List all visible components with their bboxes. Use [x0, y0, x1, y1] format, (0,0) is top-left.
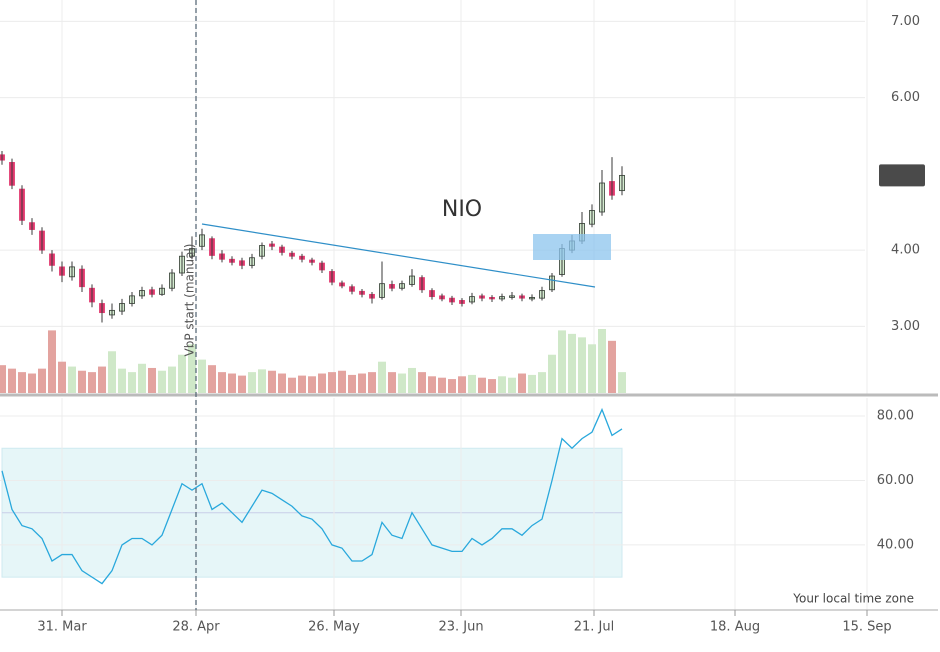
- volume-bar: [338, 370, 346, 393]
- highlight-box: [533, 234, 611, 260]
- y-tick-label: 4.00: [891, 243, 920, 258]
- volume-bar: [98, 366, 106, 393]
- y-tick-label: 7.00: [891, 14, 920, 29]
- x-tick-label: 18. Aug: [710, 620, 760, 635]
- volume-bar: [288, 377, 296, 393]
- x-tick-label: 28. Apr: [172, 620, 220, 635]
- rsi-line: [1, 407, 623, 585]
- volume-bar: [448, 379, 456, 393]
- volume-bar: [608, 340, 616, 393]
- vbp-label: VbP start (manual): [183, 244, 197, 357]
- volume-bar: [358, 373, 366, 393]
- volume-bar: [108, 351, 116, 393]
- volume-bar: [148, 367, 156, 393]
- volume-bar: [318, 373, 326, 393]
- volume-bar: [238, 375, 246, 393]
- volume-bar: [178, 354, 186, 393]
- volume-bar: [18, 372, 26, 393]
- volume-bar: [508, 377, 516, 393]
- volume-bar: [408, 367, 416, 393]
- volume-bar: [88, 372, 96, 393]
- volume-bar: [168, 366, 176, 393]
- volume-bar: [618, 372, 626, 393]
- volume-bar: [418, 372, 426, 393]
- y-tick-label: 3.00: [891, 319, 920, 334]
- volume-bar: [518, 373, 526, 393]
- volume-bar: [528, 374, 536, 393]
- volume-bar: [58, 361, 66, 393]
- volume-bar: [398, 373, 406, 393]
- volume-bar: [488, 379, 496, 393]
- y-tick-label: 80.00: [877, 409, 914, 424]
- volume-bar: [138, 363, 146, 393]
- volume-bar: [458, 376, 466, 393]
- volume-bar: [68, 366, 76, 393]
- volume-bar: [558, 330, 566, 393]
- volume-bar: [48, 330, 56, 393]
- volume-bar: [498, 376, 506, 393]
- volume-bar: [118, 368, 126, 393]
- volume-bar: [438, 377, 446, 393]
- y-tick-label: 6.00: [891, 90, 920, 105]
- volume-bar: [348, 374, 356, 393]
- price-tag: [879, 164, 925, 187]
- volume-bar: [0, 365, 7, 393]
- timezone-note: Your local time zone: [792, 592, 914, 606]
- volume-bar: [598, 329, 606, 393]
- volume-bar: [258, 369, 266, 393]
- background-layer: [0, 0, 868, 610]
- x-tick-label: 21. Jul: [574, 620, 615, 635]
- volume-bar: [478, 377, 486, 393]
- volume-bar: [248, 372, 256, 393]
- volume-bar: [158, 370, 166, 393]
- x-tick-label: 23. Jun: [438, 620, 483, 635]
- volume-bar: [368, 372, 376, 393]
- x-tick-label: 26. May: [308, 620, 360, 635]
- volume-bar: [538, 372, 546, 393]
- volume-bar: [78, 370, 86, 393]
- volume-bar: [38, 368, 46, 393]
- volume-bar: [428, 376, 436, 393]
- x-tick-label: 15. Sep: [842, 620, 891, 635]
- volume-bar: [208, 365, 216, 393]
- volume-bar: [328, 372, 336, 393]
- volume-bar: [388, 372, 396, 393]
- x-tick-label: 31. Mar: [37, 620, 87, 635]
- volume-bar: [588, 344, 596, 393]
- volume-bar: [568, 333, 576, 393]
- volume-bar: [468, 374, 476, 393]
- trend-line: [201, 223, 596, 288]
- volume-bar: [8, 368, 16, 393]
- volume-bar: [278, 373, 286, 393]
- volume-bar: [28, 373, 36, 393]
- y-tick-label: 40.00: [877, 537, 914, 552]
- volume-bar: [128, 372, 136, 393]
- volume-bar: [198, 359, 206, 393]
- volume-bar: [378, 361, 386, 393]
- volume-bar: [578, 337, 586, 393]
- volume-bar: [228, 373, 236, 393]
- volume-bar: [268, 370, 276, 393]
- y-tick-label: 60.00: [877, 473, 914, 488]
- chart-title: NIO: [442, 197, 482, 222]
- volume-bar: [298, 375, 306, 393]
- volume-bar: [548, 354, 556, 393]
- volume-bar: [308, 376, 316, 393]
- volume-bar: [188, 344, 196, 393]
- volume-bar: [218, 372, 226, 393]
